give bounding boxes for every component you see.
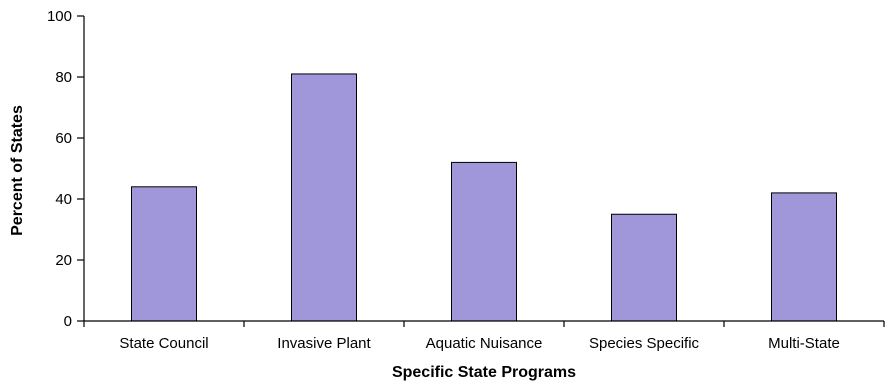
y-tick-label: 0 xyxy=(64,313,72,330)
x-category-label: Multi-State xyxy=(768,335,840,352)
bar-species-specific xyxy=(611,213,677,322)
bar-aquatic-nuisance xyxy=(451,161,517,322)
y-tick-label: 80 xyxy=(55,69,72,86)
y-axis-ticks: 0 20 40 60 80 100 xyxy=(47,8,84,330)
y-tick-label: 60 xyxy=(55,130,72,147)
x-axis-ticks: State Council Invasive Plant Aquatic Nuisa… xyxy=(83,321,885,352)
bar-state-council xyxy=(131,186,197,322)
x-category-label: Species Specific xyxy=(589,335,700,352)
x-category-label: Aquatic Nuisance xyxy=(426,335,543,352)
y-tick-label: 20 xyxy=(55,252,72,269)
y-tick-label: 100 xyxy=(47,8,72,25)
x-axis-title: Specific State Programs xyxy=(392,364,576,381)
bar-multi-state xyxy=(771,192,837,322)
bars-group xyxy=(131,73,837,322)
x-category-label: Invasive Plant xyxy=(277,335,371,352)
bar-invasive-plant xyxy=(291,73,357,322)
y-axis-title: Percent of States xyxy=(9,105,26,236)
y-tick-label: 40 xyxy=(55,191,72,208)
x-category-label: State Council xyxy=(119,335,208,352)
